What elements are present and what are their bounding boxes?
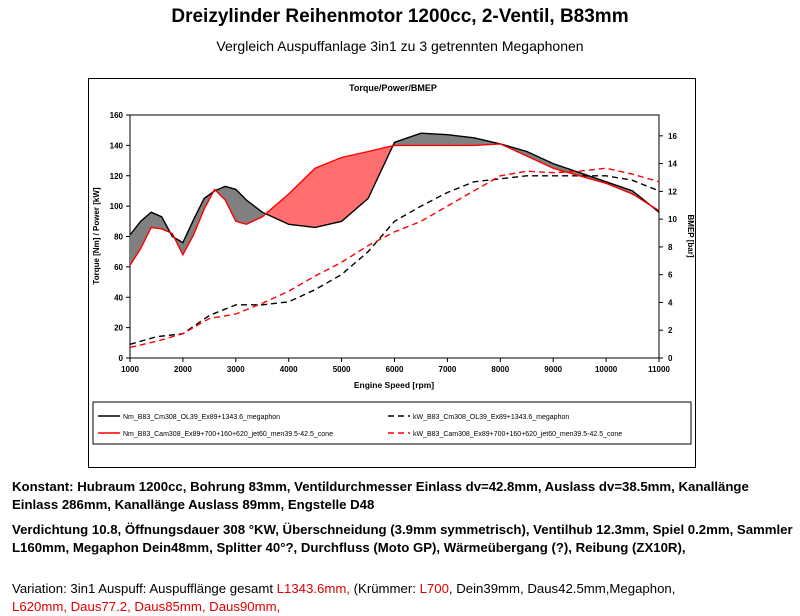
x-tick-label: 3000 [227, 365, 245, 374]
legend-label: kW_B83_Cm308_OL39_Ex89+1343.6_megaphon [413, 414, 569, 421]
x-tick-label: 2000 [174, 365, 192, 374]
x-tick-label: 7000 [439, 365, 457, 374]
y2-axis-label: BMEP [bar] [686, 215, 695, 258]
y-axis-label: Torque [Nm] / Power [kW] [92, 187, 101, 285]
y-tick-label: 20 [114, 324, 123, 333]
y2-tick-label: 2 [668, 326, 673, 335]
x-tick-label: 1000 [121, 365, 139, 374]
variation-diameters: , Dein39mm, Daus42.5mm,Megaphon, [448, 581, 676, 596]
variation-label: Variation: 3in1 Auspuff: Auspufflänge ge… [12, 581, 277, 596]
y2-tick-label: 12 [668, 187, 677, 196]
legend [92, 401, 692, 445]
legend-label: kW_B83_Cam308_Ex89+700+160+620_jet60_men… [413, 431, 622, 438]
page-title: Dreizylinder Reihenmotor 1200cc, 2-Venti… [171, 6, 629, 27]
y-tick-label: 80 [114, 233, 123, 242]
y-tick-label: 140 [110, 141, 124, 150]
series-line-3 [129, 143, 660, 266]
y2-tick-label: 10 [668, 215, 677, 224]
x-tick-label: 5000 [333, 365, 351, 374]
page-subtitle: Vergleich Auspuffanlage 3in1 zu 3 getren… [216, 38, 584, 54]
torque-advantage-fill-megaphon [130, 212, 171, 266]
plot-area [129, 114, 660, 359]
variation-manifold-length: L700 [419, 581, 449, 596]
y-tick-label: 100 [110, 202, 124, 211]
y-tick-label: 0 [119, 354, 124, 363]
variation-megaphon-dims: L620mm, Daus77.2, Daus85mm, Daus90mm, [12, 599, 281, 614]
y2-tick-label: 0 [668, 354, 673, 363]
series-line-2 [129, 175, 660, 345]
variation-manifold-label: (Krümmer: [353, 581, 420, 596]
torque-power-chart: Torque/Power/BMEP 1000 2000 3000 4000 5000 60… [88, 78, 696, 468]
x-tick-label: 11000 [648, 365, 670, 374]
legend-label: Nm_B83_Cm308_OL39_Ex89+1343.6_megaphon [123, 414, 280, 421]
x-axis-label: Engine Speed [rpm] [354, 380, 434, 390]
y-tick-label: 120 [110, 172, 124, 181]
y2-tick-label: 8 [668, 243, 673, 252]
torque-advantage-fill-cone [266, 145, 394, 228]
legend-label: Nm_B83_Cam308_Ex89+700+160+620_jet60_men… [123, 431, 333, 438]
x-tick-label: 9000 [544, 365, 562, 374]
y2-tick-label: 4 [668, 298, 673, 307]
x-tick-label: 6000 [386, 365, 404, 374]
y-tick-label: 60 [114, 263, 123, 272]
notes-constants: Konstant: Hubraum 1200cc, Bohrung 83mm, … [12, 479, 749, 512]
series-line-4 [129, 167, 660, 349]
notes-parameters: Verdichtung 10.8, Öffnungsdauer 308 °KW,… [12, 522, 793, 555]
x-tick-label: 4000 [280, 365, 298, 374]
variation-length: L1343.6mm, [276, 581, 354, 596]
y2-tick-label: 14 [668, 160, 677, 169]
y-tick-label: 40 [114, 293, 123, 302]
x-tick-label: 8000 [491, 365, 509, 374]
y2-tick-label: 6 [668, 271, 673, 280]
y-tick-label: 160 [110, 111, 124, 120]
torque-advantage-fill-megaphon [393, 133, 652, 206]
series-line-1 [129, 132, 660, 244]
torque-advantage-fill-megaphon [216, 186, 267, 225]
notes-variation: Variation: 3in1 Auspuff: Auspufflänge ge… [12, 580, 797, 616]
y2-tick-label: 16 [668, 132, 677, 141]
chart-title: Torque/Power/BMEP [349, 83, 437, 93]
x-tick-label: 10000 [595, 365, 618, 374]
